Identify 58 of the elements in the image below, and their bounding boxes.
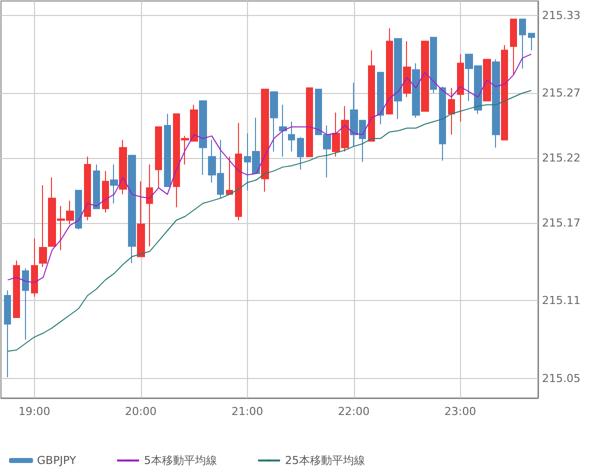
candlestick xyxy=(13,260,20,318)
candlestick xyxy=(39,184,47,268)
candlestick xyxy=(31,238,38,298)
candlestick xyxy=(119,139,127,195)
x-tick-label: 21:00 xyxy=(231,405,264,418)
candlestick xyxy=(102,170,109,213)
candlestick xyxy=(261,88,269,192)
candlestick xyxy=(297,136,304,170)
y-tick-label: 215.22 xyxy=(542,151,580,164)
candlestick xyxy=(457,54,464,122)
candlestick xyxy=(84,156,91,221)
y-tick-label: 215.27 xyxy=(542,86,580,100)
line-series xyxy=(7,54,532,284)
candlestick xyxy=(403,40,411,98)
y-tick-label: 215.17 xyxy=(542,216,580,230)
candlestick xyxy=(155,126,162,188)
candlestick xyxy=(368,50,375,142)
candlestick xyxy=(377,72,384,125)
candlestick xyxy=(22,268,29,340)
candlestick xyxy=(75,190,82,230)
legend-label: 5本移動平均線 xyxy=(144,454,218,467)
candlestick xyxy=(421,40,429,112)
candlestick xyxy=(4,290,11,378)
candlestick xyxy=(483,58,491,102)
candlestick xyxy=(386,28,393,114)
candlestick xyxy=(128,154,136,264)
x-tick-label: 22:00 xyxy=(338,405,370,418)
legend-label: 25本移動平均線 xyxy=(285,454,366,467)
x-tick-label: 23:00 xyxy=(444,405,476,418)
candlestick xyxy=(288,121,295,152)
candlestick xyxy=(93,164,100,210)
candlestick xyxy=(448,87,455,136)
candlestick xyxy=(235,122,242,221)
candlestick xyxy=(528,32,535,51)
line-series xyxy=(7,90,532,352)
legend-label: GBPJPY xyxy=(37,454,76,467)
candlestick xyxy=(279,104,287,158)
x-tick-label: 19:00 xyxy=(18,405,50,418)
candlestick xyxy=(492,58,500,148)
candlestick xyxy=(394,38,402,120)
candlestick xyxy=(226,156,233,195)
candlestick xyxy=(430,36,437,94)
candlestick xyxy=(306,87,313,158)
y-tick-label: 215.11 xyxy=(542,294,580,308)
candlestick xyxy=(199,100,207,176)
candlestick xyxy=(510,18,517,76)
candlestick xyxy=(412,62,420,118)
x-tick-label: 20:00 xyxy=(124,405,157,418)
candlestick xyxy=(501,44,508,140)
y-tick-label: 215.05 xyxy=(542,372,580,386)
candlestick xyxy=(439,86,446,162)
candlestick xyxy=(270,91,278,152)
candlestick xyxy=(164,113,171,188)
candlestick xyxy=(519,18,526,69)
candlestick xyxy=(110,164,118,204)
y-tick-label: 215.33 xyxy=(542,8,580,22)
candlestick xyxy=(146,164,153,247)
candlestick xyxy=(137,180,145,258)
